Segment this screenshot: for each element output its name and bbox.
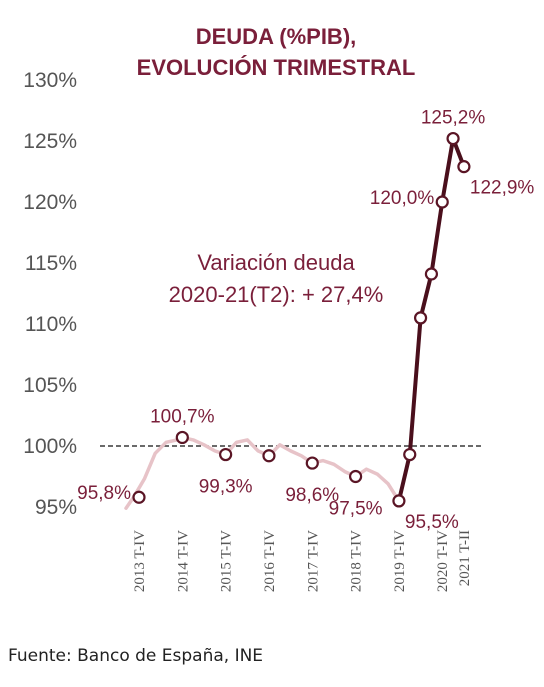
data-marker bbox=[446, 131, 460, 146]
data-label: 99,3% bbox=[199, 477, 253, 498]
y-tick-label: 110% bbox=[25, 313, 77, 336]
data-marker bbox=[262, 449, 276, 463]
x-tick-label: 2019 T-IV bbox=[392, 530, 408, 592]
data-label: 120,0% bbox=[370, 188, 435, 209]
chart-title-line-2: EVOLUCIÓN TRIMESTRAL bbox=[137, 55, 416, 80]
data-marker bbox=[457, 160, 471, 174]
data-label: 122,9% bbox=[470, 178, 535, 199]
annotation-line-1: Variación deuda bbox=[197, 250, 355, 275]
x-tick-label: 2020 T-IV bbox=[435, 530, 451, 592]
data-label: 100,7% bbox=[150, 406, 215, 427]
y-tick-label: 125% bbox=[23, 130, 77, 153]
y-axis-ticks: 130% 125% 120% 115% 110% 105% 100% 95% bbox=[23, 69, 77, 519]
data-marker bbox=[175, 430, 189, 445]
data-marker bbox=[435, 195, 449, 209]
x-tick-label: 2016 T-IV bbox=[262, 530, 278, 592]
data-label: 98,6% bbox=[285, 485, 339, 506]
y-tick-label: 105% bbox=[23, 374, 77, 397]
x-tick-label: 2021 T-II bbox=[457, 530, 473, 586]
x-tick-label: 2013 T-IV bbox=[132, 530, 148, 592]
y-tick-label: 120% bbox=[23, 191, 77, 214]
y-tick-label: 115% bbox=[25, 252, 77, 275]
x-tick-label: 2014 T-IV bbox=[175, 530, 191, 592]
data-marker bbox=[219, 447, 233, 462]
data-labels: 95,8% 100,7% 99,3% 98,6%97,5% 95,5% 120,0% 125… bbox=[77, 108, 534, 533]
x-axis-ticks: 2013 T-IV 2014 T-IV 2015 T-IV 2016 T-IV 2017… bbox=[132, 530, 473, 592]
data-marker bbox=[403, 447, 417, 462]
data-marker bbox=[305, 456, 319, 470]
data-marker bbox=[413, 311, 428, 325]
x-tick-label: 2015 T-IV bbox=[219, 530, 235, 592]
chart-title-line-1: DEUDA (%PIB), bbox=[196, 24, 357, 49]
debt-chart: DEUDA (%PIB), EVOLUCIÓN TRIMESTRAL 130%1… bbox=[23, 24, 534, 592]
data-marker bbox=[392, 494, 406, 508]
data-label: 125,2% bbox=[421, 108, 486, 129]
data-label: 97,5% bbox=[329, 499, 383, 520]
data-marker bbox=[132, 490, 146, 504]
y-tick-label: 95% bbox=[35, 496, 77, 519]
data-markers bbox=[132, 131, 471, 508]
source-note: Fuente: Banco de España, INE bbox=[8, 646, 264, 666]
x-tick-label: 2018 T-IV bbox=[349, 530, 365, 592]
data-marker bbox=[424, 267, 439, 281]
y-tick-label: 100% bbox=[23, 435, 77, 458]
data-label: 95,8% bbox=[77, 483, 131, 504]
x-tick-label: 2017 T-IV bbox=[305, 530, 321, 592]
y-tick-label: 130% bbox=[23, 69, 77, 92]
data-label: 95,5% bbox=[405, 512, 459, 533]
annotation-line-2: 2020-21(T2): + 27,4% bbox=[169, 282, 384, 307]
data-marker bbox=[349, 469, 363, 484]
